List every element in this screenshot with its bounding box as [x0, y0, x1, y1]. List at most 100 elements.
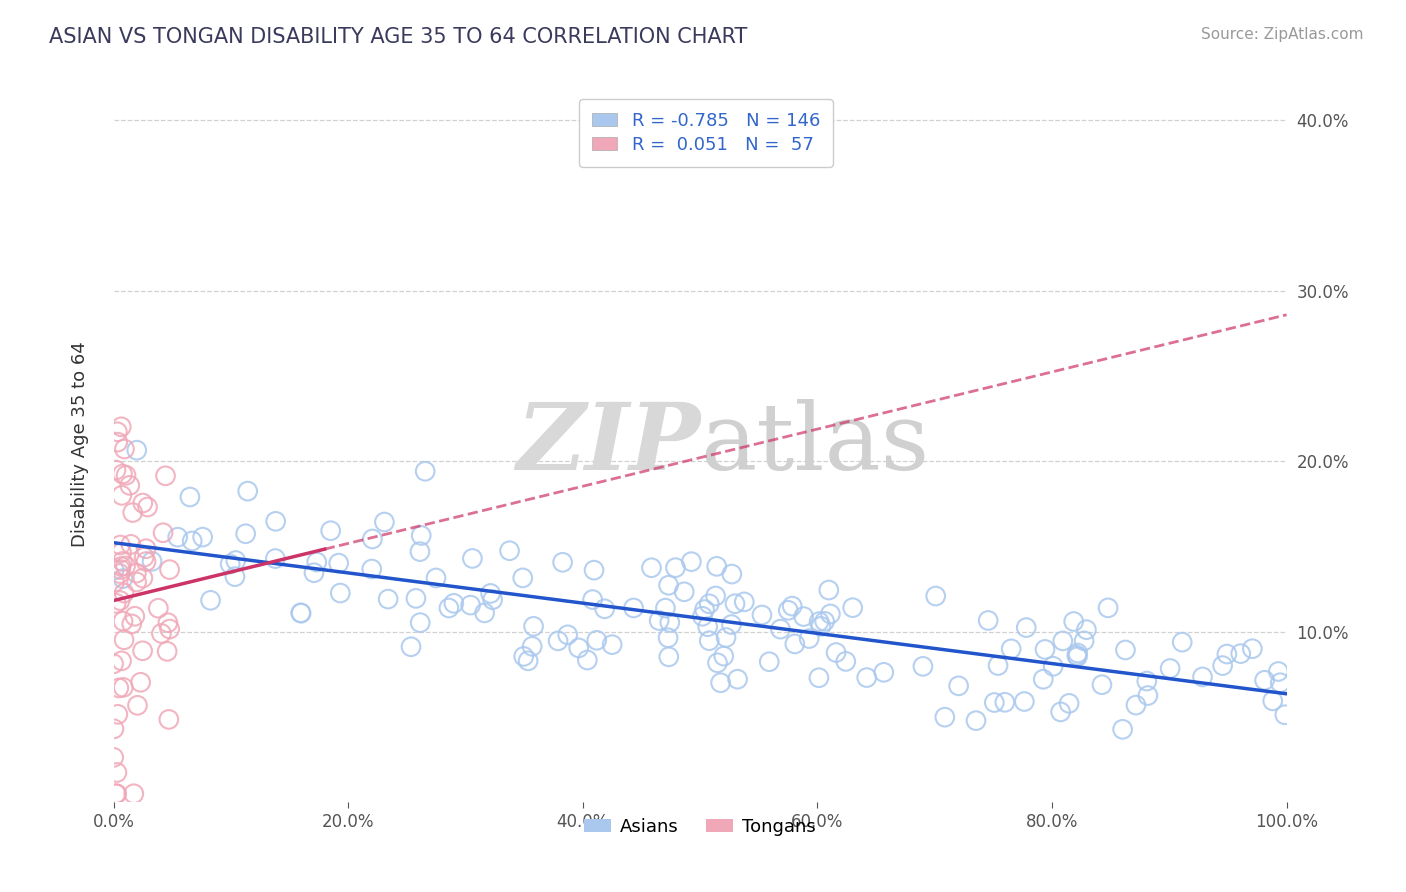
Point — [658, 578, 681, 592]
Point — [581, 592, 603, 607]
Point — [1032, 672, 1054, 686]
Point — [305, 555, 328, 569]
Point — [551, 555, 574, 569]
Point — [110, 559, 132, 574]
Point — [104, 787, 127, 801]
Point — [697, 597, 720, 611]
Point — [225, 553, 247, 567]
Point — [409, 615, 432, 630]
Point — [733, 595, 755, 609]
Point — [103, 575, 125, 590]
Point — [425, 571, 447, 585]
Point — [1067, 646, 1090, 660]
Point — [873, 665, 896, 680]
Point — [807, 671, 830, 685]
Point — [1125, 698, 1147, 712]
Point — [1091, 678, 1114, 692]
Point — [1191, 670, 1213, 684]
Point — [166, 530, 188, 544]
Point — [1073, 633, 1095, 648]
Point — [159, 563, 181, 577]
Point — [1033, 642, 1056, 657]
Point — [835, 654, 858, 668]
Point — [111, 488, 134, 502]
Point — [799, 632, 821, 646]
Point — [657, 631, 679, 645]
Point — [405, 591, 427, 606]
Point — [1136, 689, 1159, 703]
Point — [200, 593, 222, 607]
Point — [411, 528, 433, 542]
Point — [360, 562, 382, 576]
Point — [1057, 697, 1080, 711]
Point — [112, 632, 135, 647]
Point — [1241, 641, 1264, 656]
Point — [520, 640, 543, 654]
Point — [547, 633, 569, 648]
Point — [373, 515, 395, 529]
Point — [118, 478, 141, 492]
Point — [1049, 705, 1071, 719]
Point — [328, 556, 350, 570]
Point — [132, 571, 155, 585]
Point — [399, 640, 422, 654]
Point — [156, 644, 179, 658]
Point — [148, 601, 170, 615]
Point — [219, 557, 242, 571]
Text: Source: ZipAtlas.com: Source: ZipAtlas.com — [1201, 27, 1364, 42]
Point — [817, 582, 839, 597]
Point — [924, 589, 946, 603]
Point — [583, 563, 606, 577]
Point — [640, 560, 662, 574]
Point — [264, 514, 287, 528]
Point — [302, 566, 325, 580]
Point — [236, 484, 259, 499]
Point — [1212, 658, 1234, 673]
Point — [977, 614, 1000, 628]
Point — [125, 566, 148, 581]
Point — [1066, 649, 1088, 664]
Point — [693, 602, 716, 616]
Point — [413, 464, 436, 478]
Point — [105, 787, 128, 801]
Point — [290, 606, 312, 620]
Point — [108, 681, 131, 695]
Point — [1042, 659, 1064, 673]
Point — [105, 425, 128, 439]
Text: ASIAN VS TONGAN DISABILITY AGE 35 TO 64 CORRELATION CHART: ASIAN VS TONGAN DISABILITY AGE 35 TO 64 … — [49, 27, 748, 46]
Point — [1270, 675, 1292, 690]
Point — [512, 571, 534, 585]
Point — [159, 622, 181, 636]
Point — [1267, 665, 1289, 679]
Point — [156, 615, 179, 630]
Point — [111, 554, 134, 568]
Point — [319, 524, 342, 538]
Point — [697, 633, 720, 648]
Point — [103, 657, 125, 671]
Point — [111, 572, 134, 586]
Point — [825, 646, 848, 660]
Point — [523, 619, 546, 633]
Point — [120, 537, 142, 551]
Point — [727, 672, 749, 686]
Point — [658, 649, 681, 664]
Legend: Asians, Tongans: Asians, Tongans — [576, 811, 823, 843]
Point — [1000, 641, 1022, 656]
Point — [329, 586, 352, 600]
Point — [155, 468, 177, 483]
Point — [841, 600, 863, 615]
Point — [820, 607, 842, 621]
Point — [706, 656, 728, 670]
Point — [568, 640, 591, 655]
Text: ZIP: ZIP — [516, 400, 700, 490]
Point — [721, 567, 744, 582]
Point — [114, 442, 136, 456]
Point — [911, 659, 934, 673]
Point — [108, 566, 131, 581]
Point — [720, 617, 742, 632]
Point — [141, 554, 163, 568]
Point — [517, 654, 540, 668]
Point — [105, 463, 128, 477]
Point — [1136, 674, 1159, 689]
Point — [235, 526, 257, 541]
